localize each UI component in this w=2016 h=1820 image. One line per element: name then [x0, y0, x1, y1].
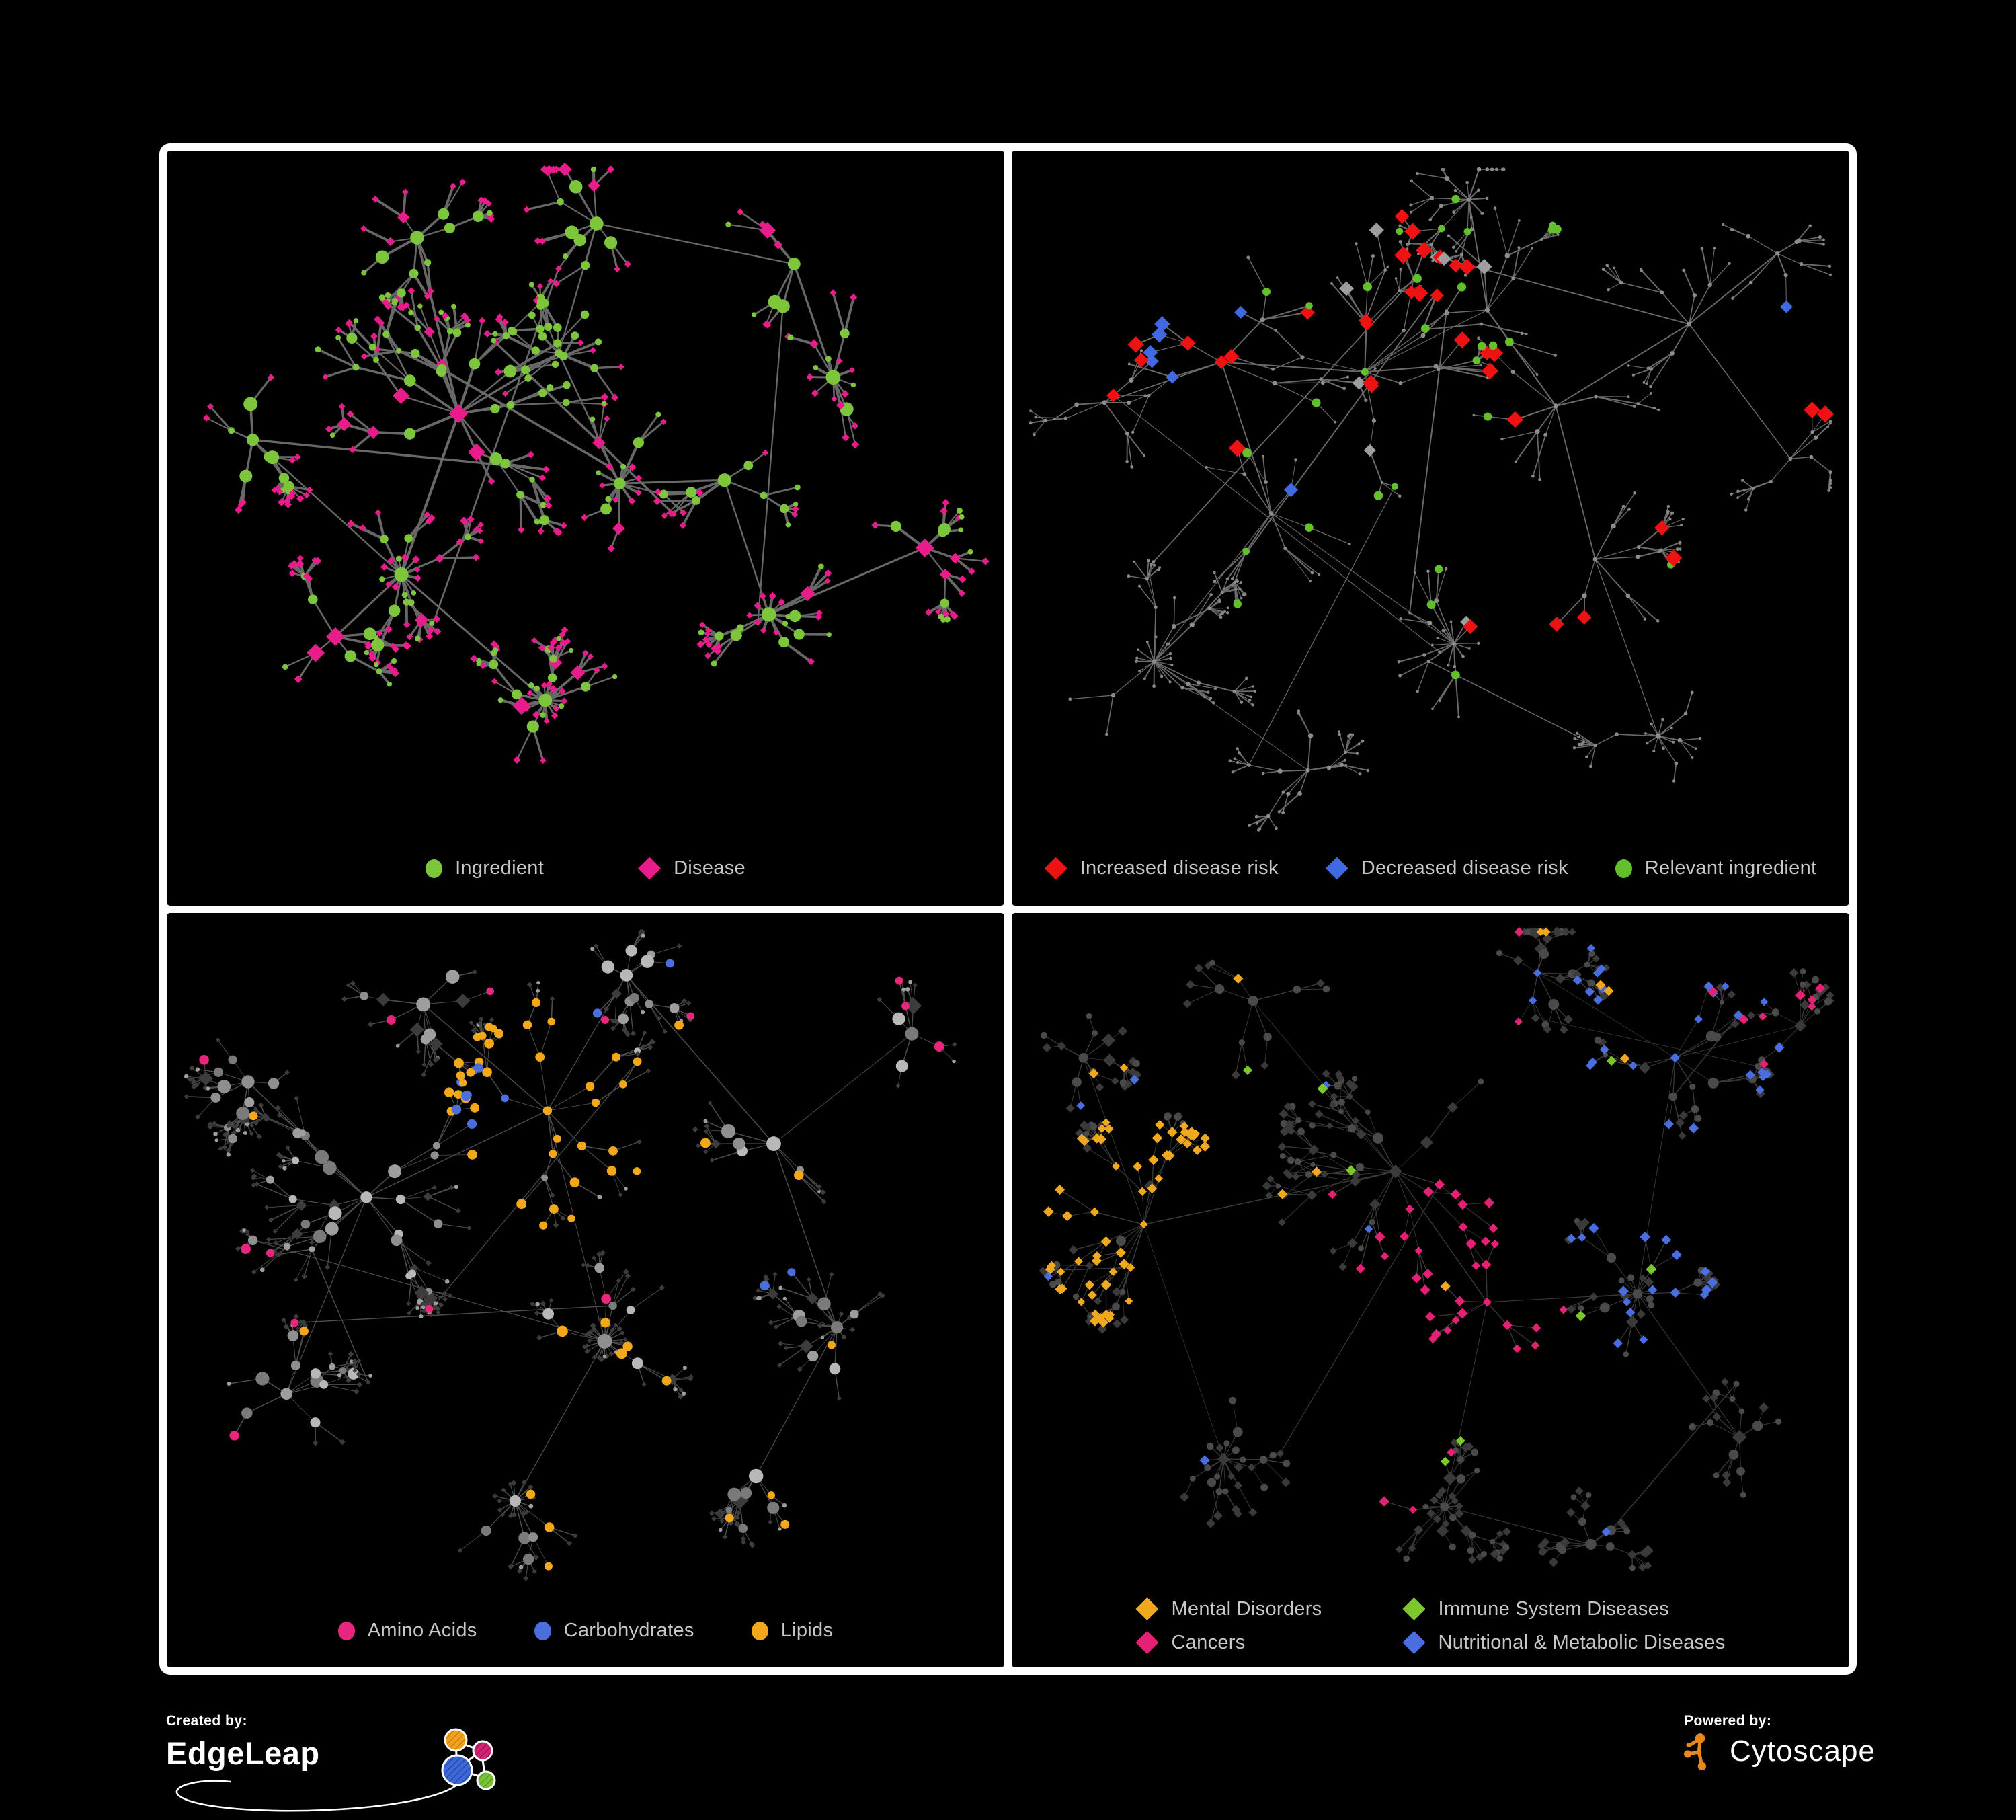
mental-disorders-swatch-icon	[1135, 1597, 1159, 1620]
legend-label: Immune System Diseases	[1438, 1597, 1669, 1620]
cytoscape-network-icon	[1684, 1733, 1707, 1770]
legend-label: Lipids	[780, 1620, 834, 1641]
legend-disease-categories: Mental Disorders Immune System Diseases …	[1012, 1597, 1849, 1654]
amino-acids-swatch-icon	[337, 1621, 355, 1640]
network-graph-ingredient-disease	[202, 162, 990, 764]
legend-label: Increased disease risk	[1080, 857, 1279, 879]
legend-item-mental-disorders: Mental Disorders	[1135, 1597, 1322, 1620]
legend-item-cancers: Cancers	[1135, 1631, 1322, 1654]
edgeleap-wordmark: EdgeLeap	[166, 1735, 320, 1771]
created-by-label: Created by:	[166, 1713, 248, 1729]
panel-disease-risk: Increased disease risk Decreased disease…	[1012, 151, 1849, 906]
legend-label: Cancers	[1171, 1631, 1246, 1653]
legend-label: Ingredient	[455, 857, 545, 879]
legend-disease-risk: Increased disease risk Decreased disease…	[1012, 857, 1849, 880]
legend-macronutrients: Amino Acids Carbohydrates Lipids	[167, 1620, 1004, 1642]
powered-by-label: Powered by:	[1684, 1713, 1772, 1729]
legend-item-increased-risk: Increased disease risk	[1044, 857, 1279, 880]
carbohydrates-swatch-icon	[534, 1621, 551, 1640]
cytoscape-branding: Powered by: Cytoscape	[1684, 1713, 1886, 1814]
edgeleap-logo: EdgeLeap	[166, 1728, 542, 1812]
ingredient-swatch-icon	[426, 859, 443, 878]
network-graph-disease-risk	[1029, 167, 1834, 832]
legend-item-carbohydrates: Carbohydrates	[534, 1620, 694, 1642]
legend-item-ingredient: Ingredient	[426, 857, 544, 879]
lipids-swatch-icon	[751, 1621, 768, 1640]
legend-label: Carbohydrates	[563, 1620, 694, 1641]
immune-diseases-swatch-icon	[1402, 1597, 1426, 1620]
legend-item-decreased-risk: Decreased disease risk	[1325, 857, 1568, 880]
legend-item-immune-diseases: Immune System Diseases	[1402, 1597, 1725, 1620]
legend-label: Disease	[674, 857, 745, 879]
cancers-swatch-icon	[1135, 1631, 1159, 1654]
legend-item-lipids: Lipids	[751, 1620, 834, 1642]
edgeleap-branding: Created by:	[166, 1713, 542, 1814]
edgeleap-network-icon	[175, 1728, 496, 1812]
panel-ingredient-disease: Ingredient Disease	[167, 151, 1004, 906]
relevant-ingredient-swatch-icon	[1615, 859, 1632, 878]
legend-ingredient-disease: Ingredient Disease	[167, 857, 1004, 880]
legend-label: Mental Disorders	[1171, 1597, 1322, 1620]
legend-item-disease: Disease	[638, 857, 745, 880]
panel-disease-categories: Mental Disorders Immune System Diseases …	[1012, 912, 1849, 1667]
increased-risk-swatch-icon	[1044, 857, 1067, 880]
panel-grid: Ingredient Disease Increased disease ris…	[159, 143, 1857, 1675]
legend-item-amino-acids: Amino Acids	[337, 1620, 477, 1642]
legend-label: Nutritional & Metabolic Diseases	[1438, 1631, 1726, 1653]
legend-label: Relevant ingredient	[1644, 857, 1817, 879]
nutritional-metabolic-swatch-icon	[1402, 1631, 1426, 1654]
legend-label: Amino Acids	[367, 1620, 477, 1641]
network-graph-macronutrients	[184, 928, 957, 1581]
panel-macronutrients: Amino Acids Carbohydrates Lipids	[167, 912, 1004, 1667]
disease-swatch-icon	[638, 857, 661, 880]
legend-item-relevant-ingredient: Relevant ingredient	[1615, 857, 1817, 879]
cytoscape-wordmark: Cytoscape	[1730, 1735, 1876, 1768]
legend-label: Decreased disease risk	[1361, 857, 1568, 879]
cytoscape-logo: Cytoscape	[1684, 1732, 1886, 1771]
legend-item-nutritional-metabolic: Nutritional & Metabolic Diseases	[1402, 1631, 1725, 1654]
network-graph-disease-categories	[1039, 926, 1834, 1571]
decreased-risk-swatch-icon	[1325, 857, 1348, 880]
